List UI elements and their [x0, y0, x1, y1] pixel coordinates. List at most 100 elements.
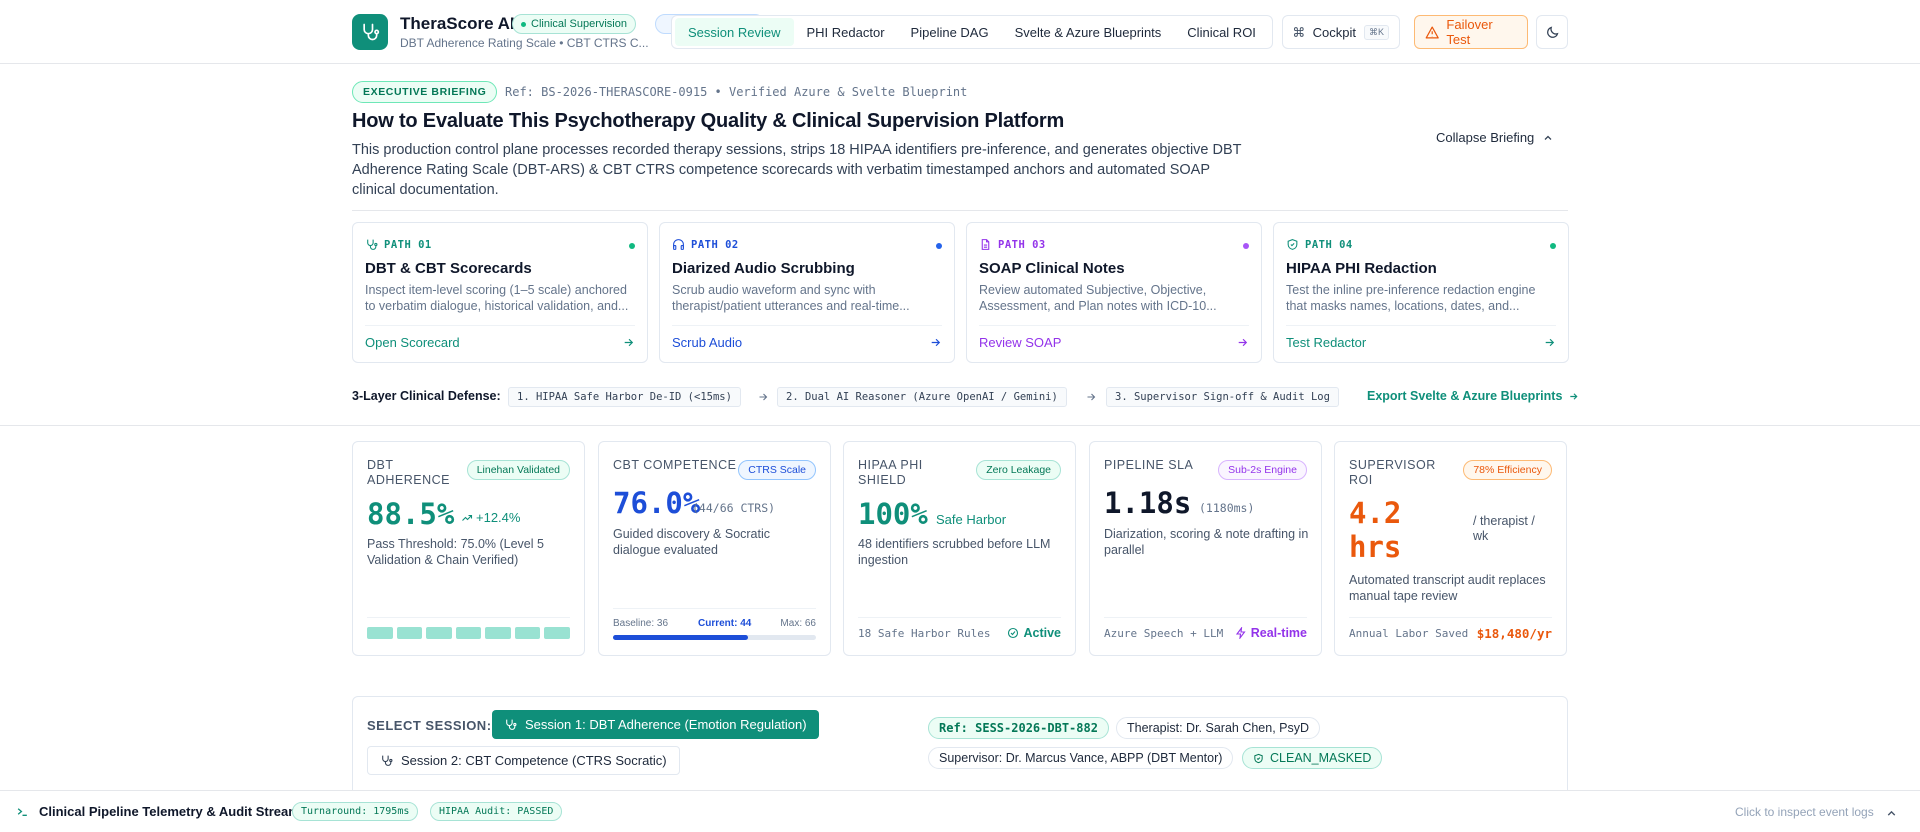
defense-label: 3-Layer Clinical Defense:	[352, 389, 501, 403]
session-1-button[interactable]: Session 1: DBT Adherence (Emotion Regula…	[492, 710, 819, 739]
stethoscope-icon	[506, 719, 517, 730]
metric-value: 76.0%	[613, 486, 701, 520]
path-tag-label: PATH 03	[998, 238, 1046, 251]
metric-value: 88.5%	[367, 497, 455, 531]
metric-detail: / therapist / wk	[1473, 514, 1535, 543]
failover-test-button[interactable]: Failover Test	[1414, 15, 1528, 49]
chevron-up-icon	[1544, 135, 1552, 140]
cockpit-label: Cockpit	[1312, 24, 1356, 40]
metric-label: SUPERVISOR ROI	[1349, 458, 1436, 487]
divider	[1286, 325, 1556, 326]
path-tag: PATH 03	[979, 238, 1046, 251]
path-card-phi-redaction[interactable]: PATH 04 HIPAA PHI Redaction Test the inl…	[1273, 222, 1569, 363]
terminal-icon	[17, 808, 27, 816]
path-card-audio[interactable]: PATH 02 Diarized Audio Scrubbing Scrub a…	[659, 222, 955, 363]
metric-description: Automated transcript audit replaces manu…	[1349, 573, 1546, 603]
collapse-label: Collapse Briefing	[1436, 130, 1535, 145]
session-1-label: Session 1: DBT Adherence (Emotion Regula…	[525, 717, 807, 732]
path-tag-label: PATH 02	[691, 238, 739, 251]
metric-label: PIPELINE SLA	[1104, 458, 1194, 472]
shield-check-icon	[1287, 239, 1298, 250]
metric-card-hipaa-phi-shield[interactable]: HIPAA PHI SHIELD Zero Leakage 100% Safe …	[843, 441, 1076, 656]
tab-phi-redactor[interactable]: PHI Redactor	[806, 24, 885, 40]
therapist-chip: Therapist: Dr. Sarah Chen, PsyD	[1116, 717, 1321, 739]
path-card-scorecards[interactable]: PATH 01 DBT & CBT Scorecards Inspect ite…	[352, 222, 648, 363]
path-card-soap[interactable]: PATH 03 SOAP Clinical Notes Review autom…	[966, 222, 1262, 363]
arrow-right-icon	[1087, 393, 1096, 401]
open-scorecard-link[interactable]: Open Scorecard	[365, 335, 460, 350]
app-name: TheraScore AI	[400, 14, 515, 33]
tab-clinical-roi[interactable]: Clinical ROI	[1187, 24, 1256, 40]
path-title: DBT & CBT Scorecards	[365, 260, 532, 277]
review-soap-link[interactable]: Review SOAP	[979, 335, 1062, 350]
status-dot	[629, 243, 635, 249]
headphones-icon	[673, 239, 684, 250]
cockpit-button[interactable]: Cockpit ⌘K	[1282, 15, 1400, 49]
metric-footer-right: Real-time	[1235, 626, 1307, 640]
path-description: Inspect item-level scoring (1–5 scale) a…	[365, 283, 629, 313]
select-session-label: SELECT SESSION:	[367, 718, 492, 733]
lightning-icon	[1235, 627, 1246, 639]
divider	[613, 608, 816, 609]
adherence-segment	[426, 627, 452, 639]
adherence-segment	[396, 627, 423, 639]
theme-toggle-button[interactable]	[1536, 15, 1568, 49]
adherence-segment	[544, 627, 571, 639]
adherence-segment	[367, 627, 393, 639]
metric-footer-status: Real-time	[1250, 626, 1307, 640]
divider	[672, 325, 942, 326]
metric-description: Diarization, scoring & note drafting in …	[1104, 527, 1309, 557]
telemetry-title: Clinical Pipeline Telemetry & Audit Stre…	[16, 804, 300, 819]
metric-card-cbt-competence[interactable]: CBT COMPETENCE CTRS Scale 76.0% (44/66 C…	[598, 441, 831, 656]
main-tabs: Session Review PHI Redactor Pipeline DAG…	[671, 15, 1273, 49]
test-redactor-link[interactable]: Test Redactor	[1286, 335, 1367, 350]
metric-card-pipeline-sla[interactable]: PIPELINE SLA Sub-2s Engine 1.18s (1180ms…	[1089, 441, 1322, 656]
adherence-segment-bar	[367, 627, 571, 639]
clinical-supervision-label: Clinical Supervision	[531, 18, 627, 30]
metric-description: Guided discovery & Socratic dialogue eva…	[613, 527, 771, 557]
path-tag: PATH 02	[672, 238, 739, 251]
cockpit-shortcut: ⌘K	[1363, 24, 1389, 40]
metric-badge: Zero Leakage	[976, 460, 1061, 480]
adherence-segment	[455, 627, 482, 639]
stethoscope-icon	[367, 239, 378, 250]
metric-delta-value: +12.4%	[476, 510, 521, 525]
path-title: HIPAA PHI Redaction	[1286, 260, 1437, 277]
briefing-description: This production control plane processes …	[352, 142, 1242, 198]
path-tag-label: PATH 04	[1305, 238, 1353, 251]
path-tag-label: PATH 01	[384, 238, 432, 251]
trending-up-icon	[462, 514, 473, 521]
metric-card-supervisor-roi[interactable]: SUPERVISOR ROI 78% Efficiency 4.2 hrs / …	[1334, 441, 1567, 656]
divider	[367, 617, 570, 618]
collapse-briefing-button[interactable]: Collapse Briefing	[1436, 130, 1554, 145]
divider	[365, 325, 635, 326]
divider	[979, 325, 1249, 326]
metric-label: DBT ADHERENCE	[367, 458, 450, 487]
path-tag: PATH 04	[1286, 238, 1353, 251]
export-blueprints-link[interactable]: Export Svelte & Azure Blueprints	[1367, 389, 1579, 403]
stethoscope-icon[interactable]	[352, 14, 388, 50]
tab-pipeline-dag[interactable]: Pipeline DAG	[910, 24, 989, 40]
app-subtitle: DBT Adherence Rating Scale • CBT CTRS C.…	[400, 36, 649, 50]
session-ref-badge: Ref: SESS-2026-DBT-882	[928, 717, 1109, 739]
telemetry-bar[interactable]: Clinical Pipeline Telemetry & Audit Stre…	[0, 790, 1920, 832]
path-tag: PATH 01	[365, 238, 432, 251]
metric-card-dbt-adherence[interactable]: DBT ADHERENCE Linehan Validated 88.5% +1…	[352, 441, 585, 656]
tab-svelte-azure-blueprints[interactable]: Svelte & Azure Blueprints	[1014, 24, 1162, 40]
arrow-right-icon	[931, 338, 941, 347]
inspect-logs-hint[interactable]: Click to inspect event logs	[1735, 805, 1874, 819]
executive-briefing-badge: EXECUTIVE BRIEFING	[352, 81, 498, 103]
metric-description: 48 identifiers scrubbed before LLM inges…	[858, 537, 1051, 567]
clinical-supervision-badge: Clinical Supervision	[512, 14, 636, 34]
session-2-button[interactable]: Session 2: CBT Competence (CTRS Socratic…	[367, 746, 680, 775]
path-description: Scrub audio waveform and sync with thera…	[672, 283, 910, 313]
failover-label: Failover Test	[1446, 17, 1493, 47]
scrub-audio-link[interactable]: Scrub Audio	[672, 335, 743, 350]
path-title: Diarized Audio Scrubbing	[672, 260, 855, 277]
ctrs-progress-track	[613, 635, 816, 640]
chevron-up-icon[interactable]	[1885, 807, 1898, 820]
adherence-segment	[514, 627, 541, 639]
tab-session-review[interactable]: Session Review	[675, 18, 794, 46]
metric-description: Pass Threshold: 75.0% (Level 5 Validatio…	[367, 537, 544, 567]
shield-check-icon	[1254, 753, 1263, 763]
